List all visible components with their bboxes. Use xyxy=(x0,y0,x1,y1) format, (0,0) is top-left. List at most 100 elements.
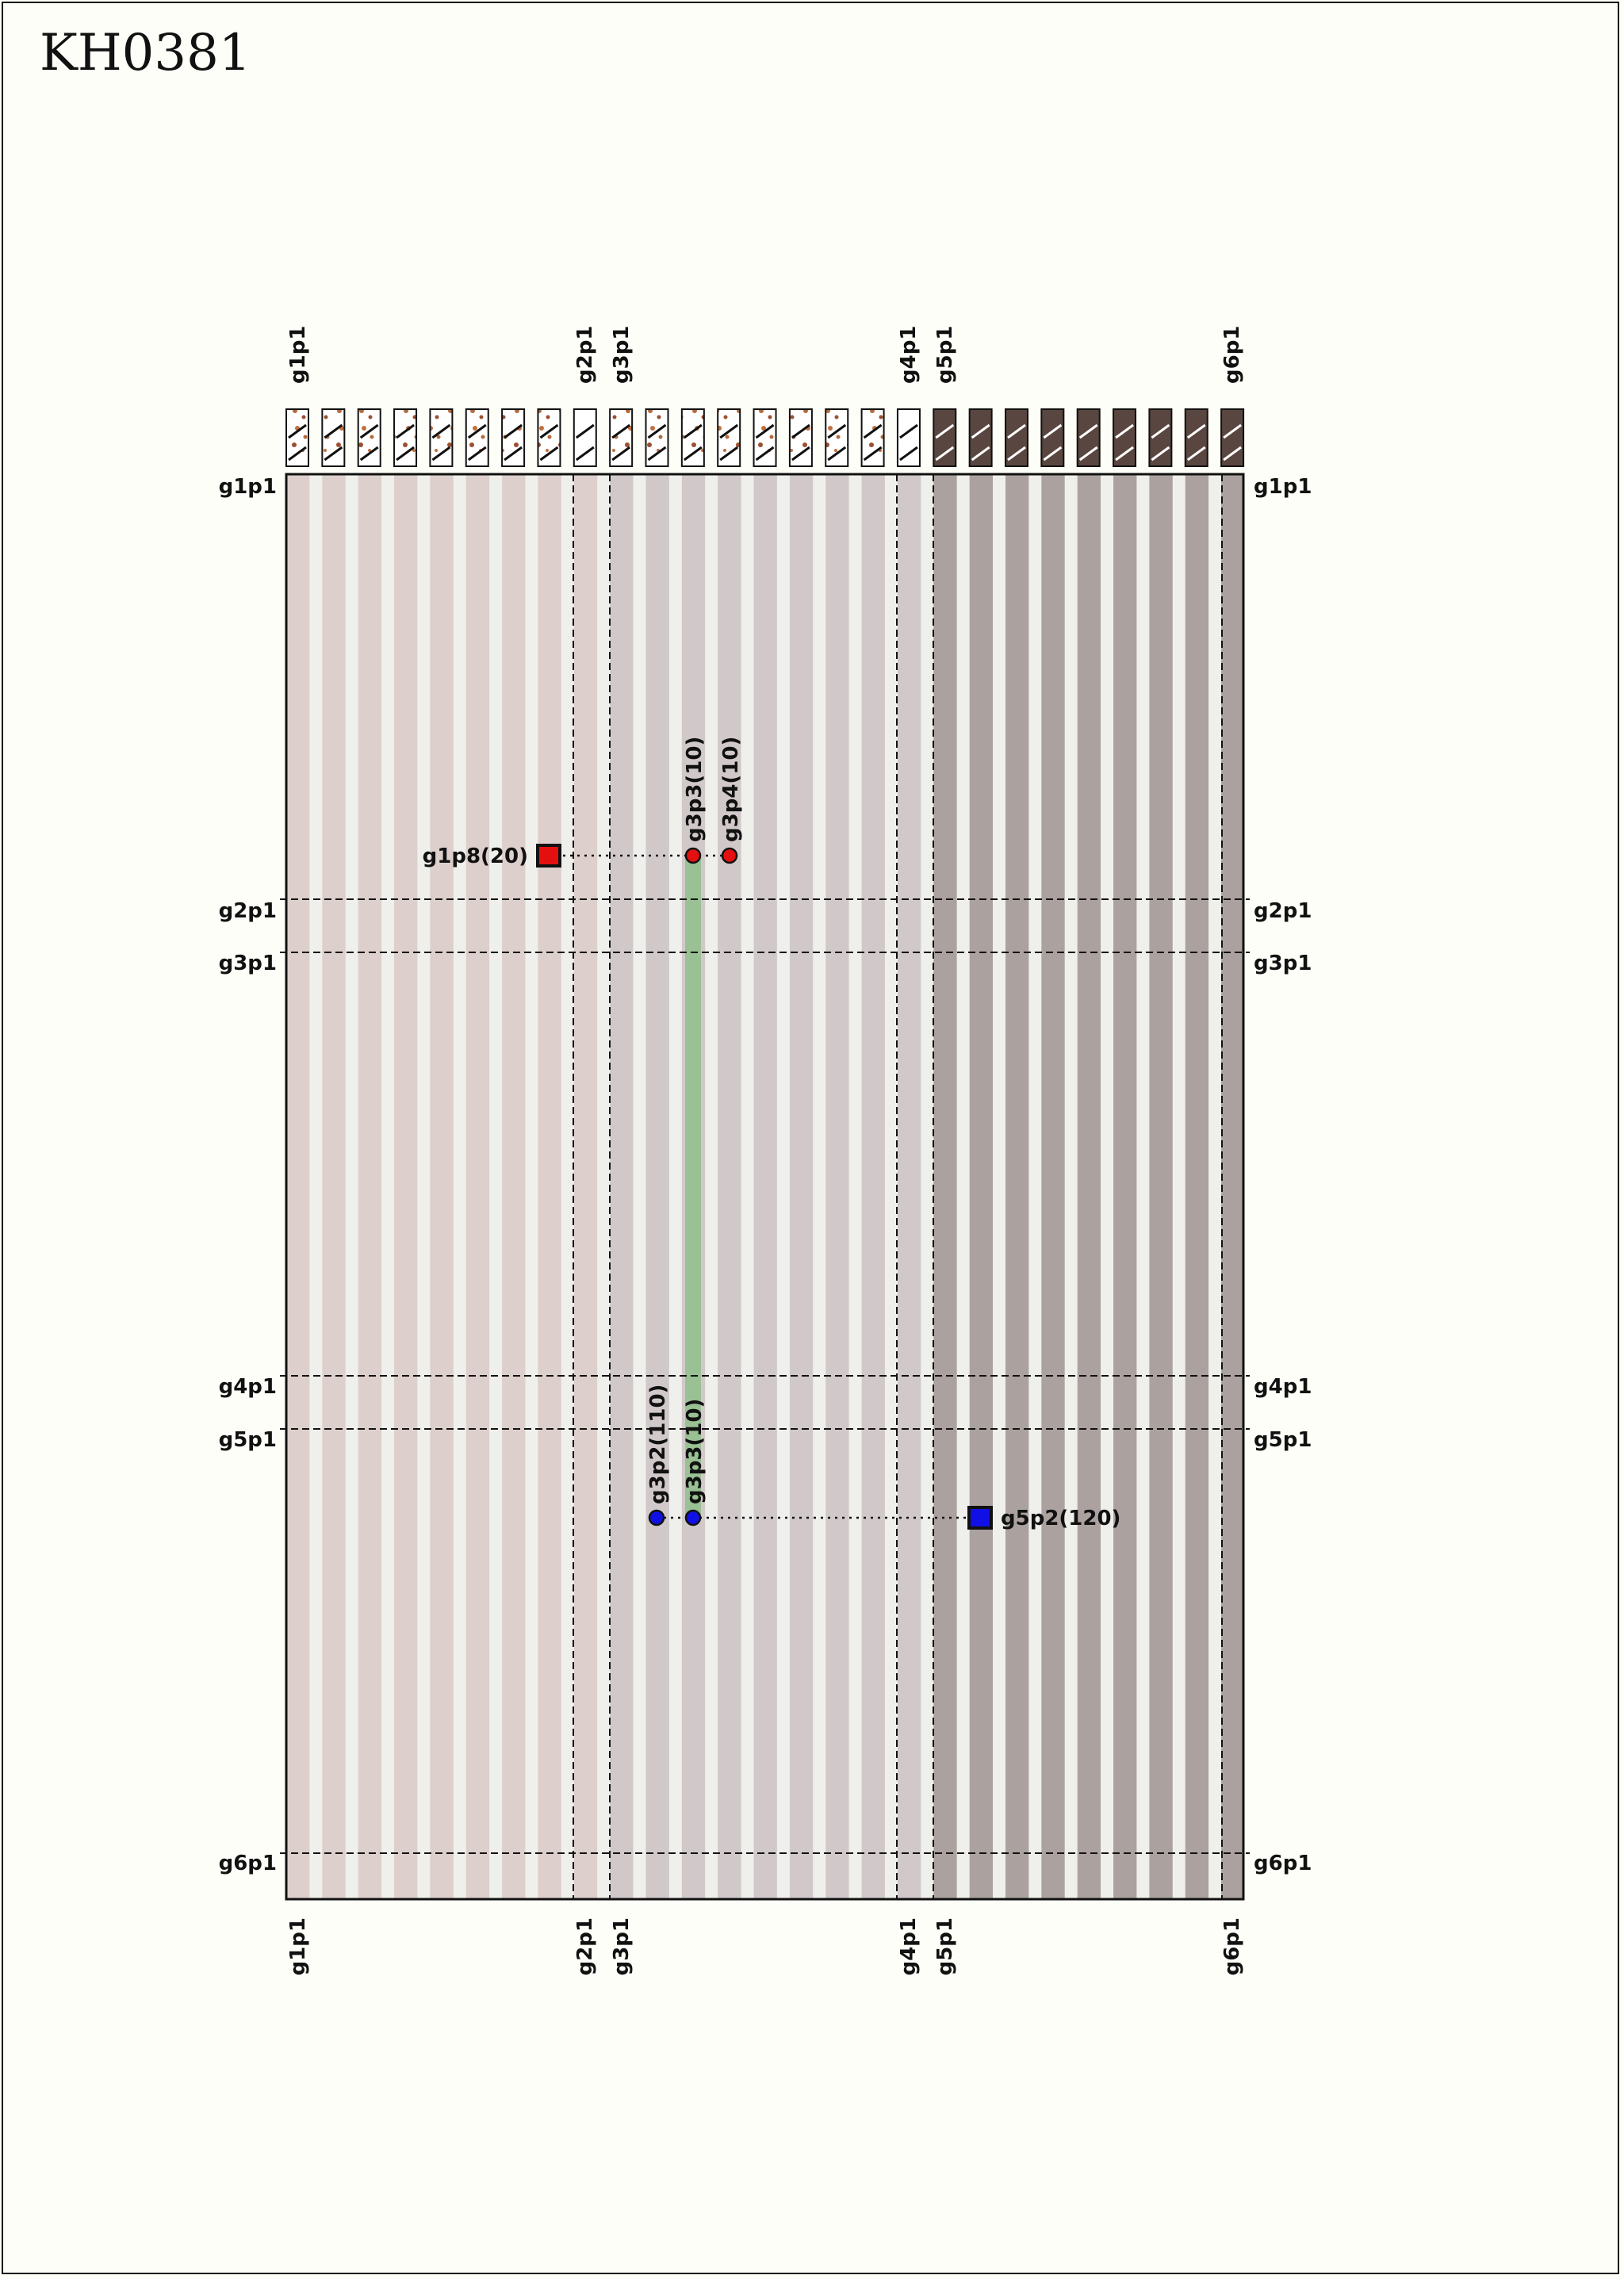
dot-marker xyxy=(684,847,702,864)
row-label: g1p1 xyxy=(1254,475,1312,499)
column-stripe xyxy=(358,474,382,1899)
row-label: g5p1 xyxy=(1254,1428,1312,1452)
column-label: g2p1 xyxy=(573,1917,597,1975)
dark-swatch-icon xyxy=(1040,408,1065,467)
speckled-swatch-icon xyxy=(645,408,669,467)
speckled-swatch-icon xyxy=(680,408,705,467)
square-marker xyxy=(967,1506,993,1530)
column-stripe xyxy=(897,474,921,1899)
speckled-swatch-icon xyxy=(285,408,309,467)
column-label: g1p1 xyxy=(286,1917,310,1975)
dark-swatch-icon xyxy=(1184,408,1208,467)
column-stripe xyxy=(1005,474,1029,1899)
column-stripe xyxy=(286,474,310,1899)
column-stripe xyxy=(861,474,885,1899)
column-stripe xyxy=(573,474,598,1899)
speckled-swatch-icon xyxy=(788,408,813,467)
column-label: g3p1 xyxy=(610,326,634,384)
dark-swatch-icon xyxy=(1113,408,1137,467)
column-label: g4p1 xyxy=(897,326,921,384)
speckled-swatch-icon xyxy=(609,408,634,467)
dark-swatch-icon xyxy=(1148,408,1173,467)
row-label: g4p1 xyxy=(219,1375,277,1399)
marker-label: g1p8(20) xyxy=(423,845,528,868)
dot-marker xyxy=(684,1509,702,1526)
column-stripe xyxy=(1221,474,1243,1899)
column-stripe xyxy=(502,474,526,1899)
speckled-swatch-icon xyxy=(753,408,777,467)
column-stripe xyxy=(610,474,634,1899)
dark-swatch-icon xyxy=(968,408,993,467)
striped-swatch-icon xyxy=(896,408,921,467)
speckled-swatch-icon xyxy=(501,408,526,467)
column-stripe xyxy=(1077,474,1101,1899)
column-stripe xyxy=(969,474,993,1899)
column-label: g6p1 xyxy=(1220,1917,1244,1975)
matrix-background xyxy=(286,474,1243,1899)
column-stripe xyxy=(825,474,849,1899)
speckled-swatch-icon xyxy=(537,408,561,467)
dark-swatch-icon xyxy=(1005,408,1028,467)
row-label: g3p1 xyxy=(219,952,277,975)
square-marker xyxy=(536,844,561,868)
marker-label: g3p2(110) xyxy=(646,1385,670,1504)
column-stripe xyxy=(465,474,490,1899)
speckled-swatch-icon xyxy=(429,408,454,467)
column-stripe xyxy=(645,474,669,1899)
row-label: g2p1 xyxy=(1254,899,1312,923)
dark-swatch-icon xyxy=(1076,408,1101,467)
column-stripe xyxy=(1041,474,1065,1899)
speckled-swatch-icon xyxy=(825,408,849,467)
marker-label: g3p3(10) xyxy=(683,1399,707,1504)
highlight-band xyxy=(685,856,701,1518)
row-labels-right: g1p1 g2p1 g3p1 g4p1 g5p1 g6p1 xyxy=(1254,475,1312,1875)
matrix-border xyxy=(285,473,1245,1901)
column-stripe xyxy=(322,474,346,1899)
speckled-swatch-icon xyxy=(393,408,418,467)
speckled-swatch-icon xyxy=(321,408,346,467)
column-label: g5p1 xyxy=(933,1917,957,1975)
row-label: g4p1 xyxy=(1254,1375,1312,1399)
row-label: g6p1 xyxy=(1254,1852,1312,1875)
row-label: g6p1 xyxy=(219,1852,277,1875)
column-stripe xyxy=(1185,474,1209,1899)
column-label: g4p1 xyxy=(897,1917,921,1975)
row-label: g1p1 xyxy=(219,475,277,499)
column-stripe xyxy=(538,474,561,1899)
striped-swatch-icon xyxy=(573,408,597,467)
marker-row-bottom: g3p2(110) g3p3(10) g5p2(120) xyxy=(646,1385,1120,1530)
dark-swatch-icon xyxy=(1220,408,1245,467)
column-label: g2p1 xyxy=(573,326,597,384)
column-stripe xyxy=(718,474,741,1899)
column-stripe xyxy=(1113,474,1137,1899)
dot-marker xyxy=(721,847,738,864)
row-label: g2p1 xyxy=(219,899,277,923)
divider-lines xyxy=(280,474,1250,1899)
marker-label: g3p3(10) xyxy=(683,737,707,842)
dark-swatch-icon xyxy=(933,408,957,467)
column-label: g6p1 xyxy=(1220,326,1244,384)
row-label: g3p1 xyxy=(1254,952,1312,975)
column-label: g1p1 xyxy=(286,326,310,384)
row-label: g5p1 xyxy=(219,1428,277,1452)
highlight-segment xyxy=(685,856,701,1518)
speckled-swatch-icon xyxy=(717,408,741,467)
column-labels-bottom: g1p1 g2p1 g3p1 g4p1 g5p1 g6p1 xyxy=(286,1917,1244,1975)
dot-marker xyxy=(648,1509,665,1526)
speckled-swatch-icon xyxy=(357,408,381,467)
marker-label: g5p2(120) xyxy=(1001,1507,1120,1530)
speckled-swatch-icon xyxy=(860,408,885,467)
column-stripe xyxy=(430,474,454,1899)
column-stripe xyxy=(753,474,777,1899)
swatch-row xyxy=(285,408,1245,467)
marker-row-top: g1p8(20) g3p3(10) g3p4(10) xyxy=(423,737,743,868)
column-labels-top: g1p1 g2p1 g3p1 g4p1 g5p1 g6p1 xyxy=(286,326,1244,384)
column-stripe xyxy=(1149,474,1173,1899)
speckled-swatch-icon xyxy=(465,408,489,467)
column-stripe xyxy=(933,474,957,1899)
column-stripe xyxy=(394,474,418,1899)
column-stripe xyxy=(789,474,814,1899)
